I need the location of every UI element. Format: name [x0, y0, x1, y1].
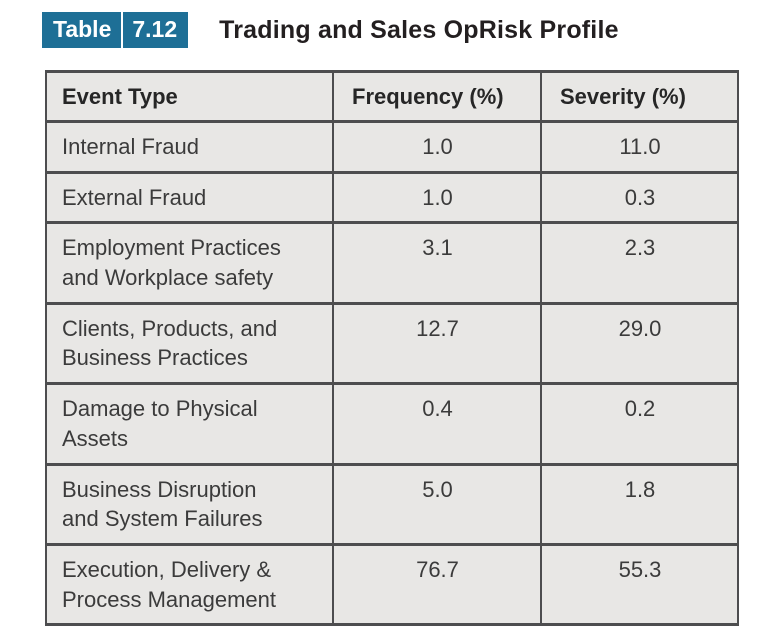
event-type-line: External Fraud	[62, 184, 207, 210]
severity-cell: 29.0	[540, 301, 739, 386]
event-type-line: Damage to Physical	[62, 396, 258, 422]
oprisk-profile-table: Event Type Frequency (%) Severity (%) In…	[45, 70, 739, 626]
table-title: Trading and Sales OpRisk Profile	[219, 15, 619, 44]
event-type-cell: Damage to Physical Assets	[45, 382, 334, 466]
severity-cell: 1.8	[540, 462, 739, 546]
severity-cell: 2.3	[540, 221, 739, 305]
badge-label: Table	[53, 16, 112, 42]
event-type-line: Business Practices	[62, 345, 248, 371]
table-row: Execution, Delivery & Process Management…	[45, 542, 739, 626]
frequency-cell: 0.4	[332, 382, 542, 466]
event-type-line: and System Failures	[62, 506, 263, 532]
frequency-cell: 1.0	[332, 120, 542, 174]
event-type-cell: External Fraud	[45, 170, 334, 225]
table-number-badge: Table 7.12	[42, 12, 189, 48]
severity-cell: 0.3	[540, 170, 739, 225]
frequency-cell: 1.0	[332, 170, 542, 225]
frequency-cell: 5.0	[332, 462, 542, 546]
column-header-severity: Severity (%)	[540, 70, 739, 123]
document-page: Table 7.12 Trading and Sales OpRisk Prof…	[42, 12, 739, 626]
table-row: Internal Fraud 1.0 11.0	[45, 120, 739, 174]
table-row: Employment Practices and Workplace safet…	[45, 221, 739, 305]
table-row: Clients, Products, and Business Practice…	[45, 301, 739, 386]
table-row: Damage to Physical Assets 0.4 0.2	[45, 382, 739, 466]
event-type-line: Execution, Delivery &	[62, 556, 272, 582]
severity-cell: 0.2	[540, 382, 739, 466]
table-row: Business Disruption and System Failures …	[45, 462, 739, 546]
column-header-frequency: Frequency (%)	[332, 70, 542, 123]
event-type-line: Process Management	[62, 586, 276, 612]
badge-number: 7.12	[132, 16, 178, 42]
event-type-cell: Internal Fraud	[45, 120, 334, 174]
severity-cell: 11.0	[540, 120, 739, 174]
frequency-cell: 3.1	[332, 221, 542, 305]
badge-divider	[121, 12, 124, 48]
event-type-line: and Workplace safety	[62, 265, 274, 291]
event-type-cell: Business Disruption and System Failures	[45, 462, 334, 546]
event-type-line: Internal Fraud	[62, 134, 199, 159]
table-row: External Fraud 1.0 0.3	[45, 170, 739, 225]
event-type-cell: Employment Practices and Workplace safet…	[45, 221, 334, 305]
severity-cell: 55.3	[540, 542, 739, 626]
table-caption: Table 7.12 Trading and Sales OpRisk Prof…	[42, 12, 619, 48]
event-type-line: Clients, Products, and	[62, 315, 278, 341]
event-type-cell: Clients, Products, and Business Practice…	[45, 301, 334, 386]
header-row: Event Type Frequency (%) Severity (%)	[45, 70, 739, 123]
event-type-cell: Execution, Delivery & Process Management	[45, 542, 334, 626]
frequency-cell: 76.7	[332, 542, 542, 626]
frequency-cell: 12.7	[332, 301, 542, 386]
event-type-line: Business Disruption	[62, 476, 257, 502]
event-type-line: Assets	[62, 425, 129, 451]
event-type-line: Employment Practices	[62, 235, 281, 261]
column-header-event-type: Event Type	[45, 70, 334, 123]
